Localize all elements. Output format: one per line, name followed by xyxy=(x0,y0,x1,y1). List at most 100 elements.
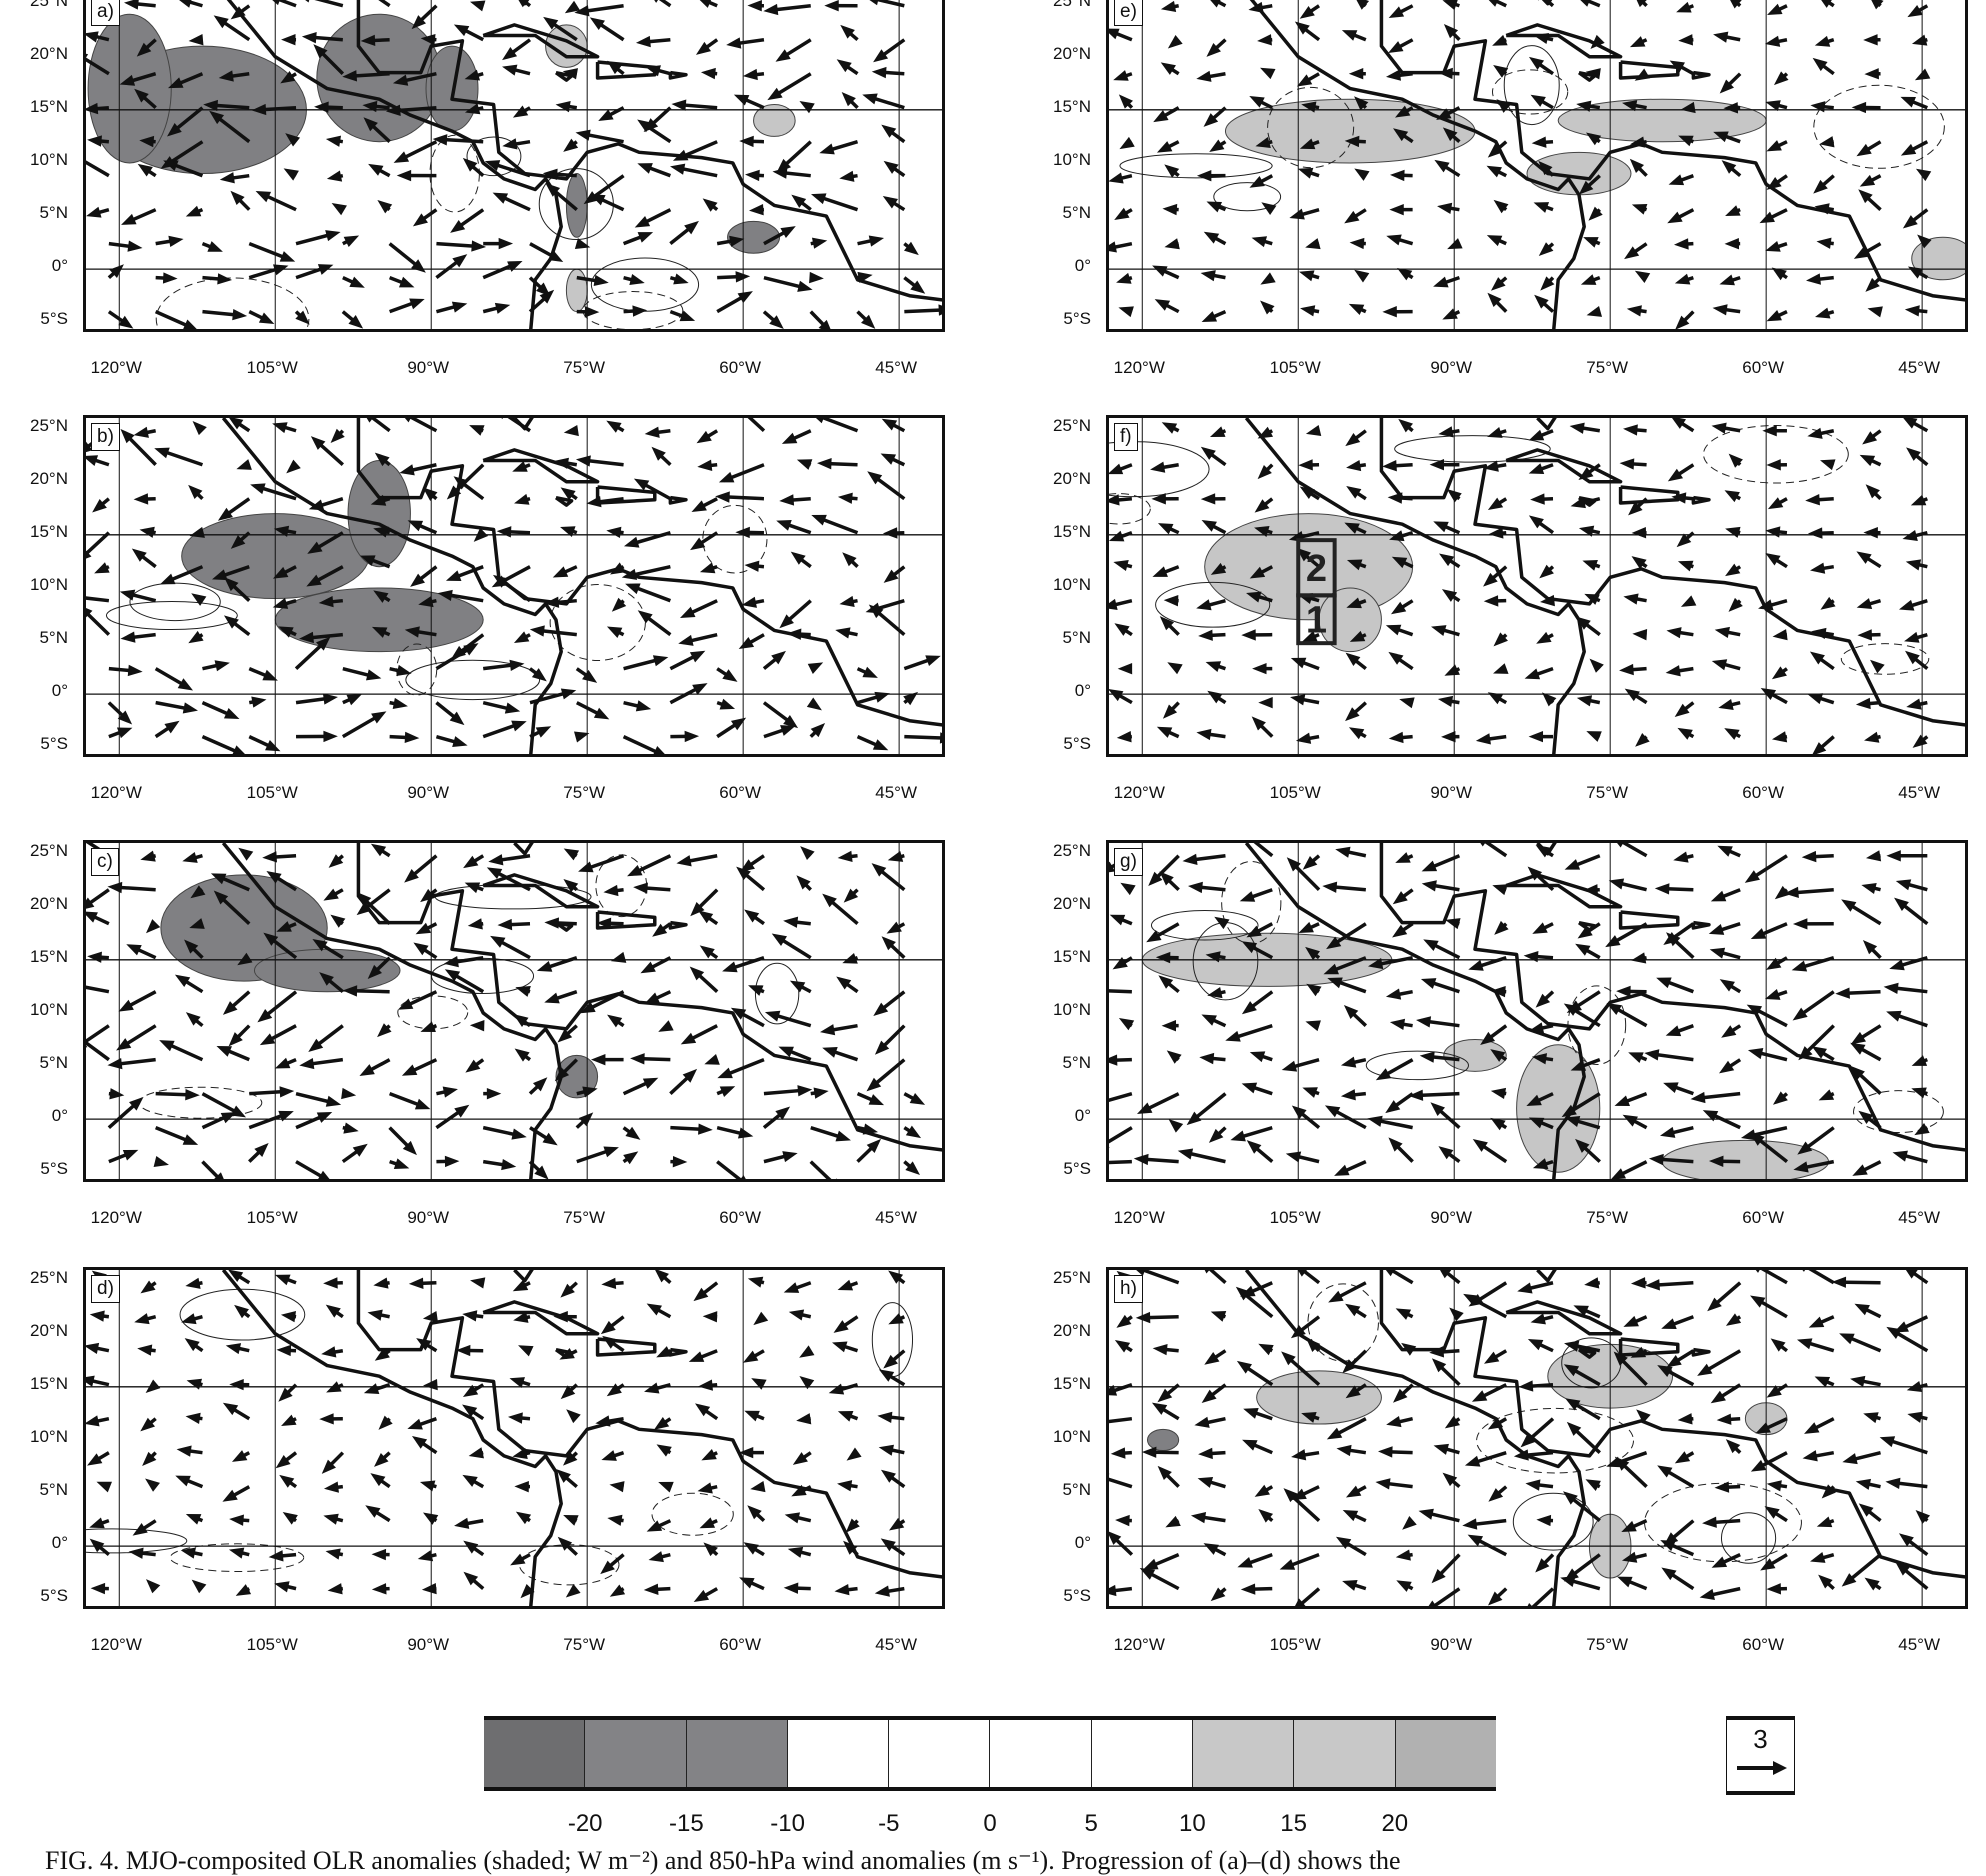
wind-vector xyxy=(1567,1422,1600,1453)
wind-vector xyxy=(1905,305,1927,316)
wind-vector xyxy=(881,1470,904,1487)
wind-vector xyxy=(1760,210,1787,223)
wind-vector xyxy=(1691,1092,1741,1103)
wind-vector xyxy=(1119,1018,1134,1030)
wind-vector xyxy=(1912,1055,1928,1066)
wind-vector xyxy=(1474,840,1506,856)
wind-vector xyxy=(412,6,437,29)
wind-vector xyxy=(257,992,296,1023)
wind-vector xyxy=(888,851,905,862)
wind-vector xyxy=(1518,1380,1552,1391)
wind-vector xyxy=(1860,455,1881,466)
wind-vector xyxy=(83,981,109,992)
wind-vector xyxy=(1632,527,1647,538)
wind-vector xyxy=(390,1158,410,1169)
wind-vector xyxy=(1367,1116,1412,1128)
wind-vector xyxy=(606,421,623,433)
wind-vector xyxy=(799,1345,814,1357)
wind-vector xyxy=(1582,560,1599,571)
latitude-tick-label: 0° xyxy=(1031,1106,1091,1126)
wind-vector xyxy=(1884,983,1928,994)
wind-vector xyxy=(1607,1003,1647,1026)
wind-vector xyxy=(1719,1060,1740,1074)
wind-vector xyxy=(700,562,717,573)
wind-vector xyxy=(444,956,483,967)
wind-vector xyxy=(1197,170,1226,181)
wind-vector xyxy=(1393,890,1413,904)
wind-vector xyxy=(463,856,483,868)
wind-vector xyxy=(904,1126,921,1138)
wind-vector xyxy=(1617,1577,1647,1589)
wind-vector xyxy=(423,1379,438,1390)
wind-vector xyxy=(86,207,109,218)
wind-vector xyxy=(858,235,884,246)
wind-vector xyxy=(188,485,202,499)
wind-vector xyxy=(1809,1317,1834,1328)
wind-vector xyxy=(1784,887,1834,898)
wind-vector xyxy=(465,883,484,894)
colorbar-label: -20 xyxy=(568,1810,603,1838)
wind-vector xyxy=(1565,856,1600,870)
wind-vector xyxy=(1445,1416,1460,1429)
wind-vector xyxy=(1766,459,1787,470)
olr-contour xyxy=(106,602,237,630)
wind-vector xyxy=(1300,305,1319,316)
wind-vector xyxy=(764,312,784,329)
wind-vector xyxy=(1529,515,1553,532)
wind-vector xyxy=(644,1584,671,1595)
wind-vector xyxy=(636,36,670,47)
wind-vector xyxy=(483,238,513,249)
wind-vector xyxy=(368,164,390,176)
wind-vector xyxy=(1106,1128,1132,1151)
olr-contour xyxy=(1814,85,1945,168)
wind-vector xyxy=(1712,659,1740,670)
wind-vector xyxy=(1806,273,1834,284)
wind-vector xyxy=(811,238,827,249)
longitude-tick-label: 45°W xyxy=(875,783,917,803)
wind-vector xyxy=(1162,1020,1179,1031)
wind-vector xyxy=(1386,235,1412,246)
wind-vector xyxy=(118,992,155,1012)
wind-vector xyxy=(1534,202,1553,213)
wind-vector xyxy=(390,732,420,743)
wind-vector xyxy=(1709,924,1740,935)
wind-vector xyxy=(1198,630,1225,641)
coastline xyxy=(1621,487,1678,503)
wind-vector xyxy=(343,711,387,736)
wind-vector xyxy=(187,1379,203,1390)
wind-vector xyxy=(670,731,699,742)
wind-vector xyxy=(839,596,857,607)
wind-vector xyxy=(1484,595,1506,606)
wind-vector xyxy=(796,1413,811,1424)
wind-vector xyxy=(1260,68,1275,79)
coastline xyxy=(1693,923,1709,928)
wind-vector xyxy=(1296,733,1319,744)
wind-vector xyxy=(249,1143,268,1162)
wind-vector xyxy=(1119,94,1133,108)
olr-contour xyxy=(430,135,479,212)
wind-vector xyxy=(279,1475,296,1488)
map-plot xyxy=(83,415,945,757)
wind-vector xyxy=(1168,35,1183,49)
wind-vector xyxy=(1534,295,1553,312)
wind-vector xyxy=(824,0,857,11)
wind-vector xyxy=(701,1449,717,1460)
wind-vector xyxy=(222,1487,249,1502)
wind-vector xyxy=(1241,629,1272,640)
wind-vector xyxy=(644,1383,670,1394)
wind-vector xyxy=(624,737,668,757)
wind-vector xyxy=(456,1345,483,1356)
wind-vector xyxy=(717,271,750,282)
colorbar-label: 10 xyxy=(1179,1810,1206,1838)
wind-vector xyxy=(1201,447,1226,465)
wind-vector xyxy=(230,191,249,210)
wind-vector xyxy=(1627,305,1647,316)
wind-vector xyxy=(1841,899,1880,923)
wind-vector xyxy=(600,1555,623,1575)
wind-vector xyxy=(556,101,577,112)
wind-vector xyxy=(296,1162,333,1182)
wind-vector xyxy=(1675,312,1693,330)
wind-vector xyxy=(877,1412,904,1423)
wind-vector xyxy=(1815,308,1834,319)
wind-vector xyxy=(744,909,764,923)
